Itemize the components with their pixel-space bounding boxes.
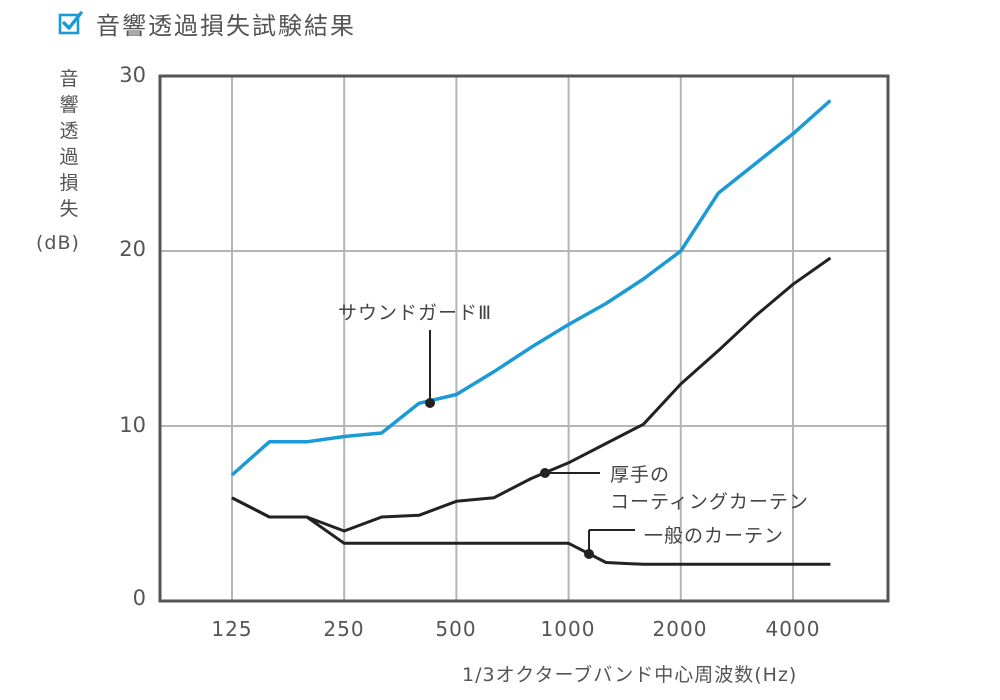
y-tick-30: 30 [119,63,146,87]
y-axis-label-char: 音 [59,68,79,90]
x-tick-1000: 1000 [540,617,596,641]
y-axis-label: 音 響 透 過 損 失 [54,66,84,222]
annotation-thick-curtain-line2: コーティングカーテン [610,491,809,513]
series-lines [230,99,832,566]
x-tick-125: 125 [211,617,253,641]
series-line [230,99,832,477]
chart-title-row: 音響透過損失試験結果 [58,6,356,40]
y-tick-10: 10 [119,413,146,437]
annotation-soundguard: サウンドガードⅢ [338,302,493,324]
plot-frame [158,74,890,603]
y-axis-label-char: 損 [59,172,79,194]
y-axis-unit: (dB) [36,232,80,254]
x-tick-500: 500 [435,617,477,641]
y-axis-label-char: 過 [59,146,79,168]
x-axis-label: 1/3オクターブバンド中心周波数(Hz) [462,664,798,686]
y-axis-label-char: 響 [59,94,79,116]
y-axis-label-char: 失 [59,198,79,220]
checkbox-checked-icon [58,11,83,35]
x-tick-2000: 2000 [652,617,708,641]
annotation-thick-curtain-line1: 厚手の [610,464,671,486]
y-axis-label-char: 透 [59,120,79,142]
annotation-general-curtain: 一般のカーテン [644,525,785,547]
series-line [231,496,831,566]
annotation-marker [425,398,435,408]
series-line [231,256,832,533]
y-tick-20: 20 [119,237,146,261]
annotation-leaders [425,330,635,559]
y-tick-0: 0 [132,586,146,610]
x-tick-250: 250 [323,617,365,641]
chart-title: 音響透過損失試験結果 [96,11,356,40]
x-tick-4000: 4000 [765,617,821,641]
gridlines [160,76,888,601]
